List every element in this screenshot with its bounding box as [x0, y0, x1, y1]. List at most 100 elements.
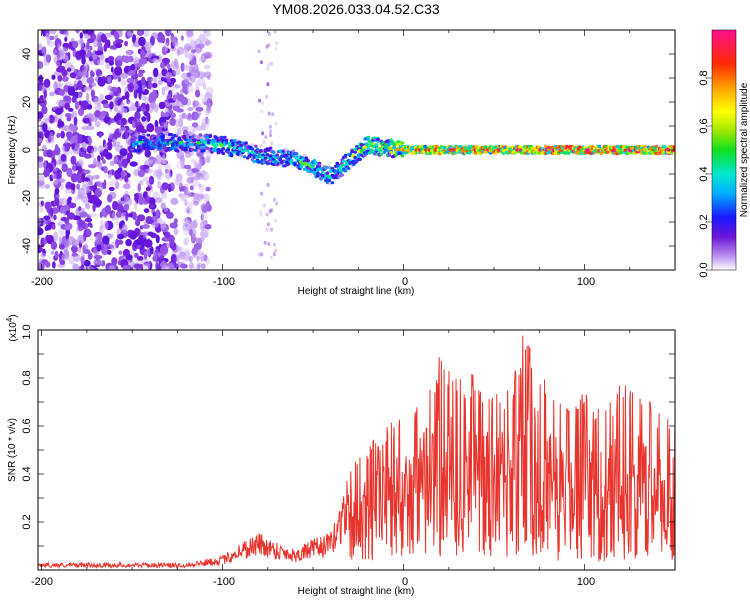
heatmap-cell-442	[176, 245, 184, 252]
heatmap-cell-1092	[120, 106, 125, 114]
heatmap-cell-914	[81, 125, 89, 131]
heatmap-cell-1001	[110, 241, 117, 251]
heatmap-cell-324	[120, 124, 125, 131]
heatmap-cell-1321	[97, 145, 105, 153]
heatmap-cell-1344	[78, 219, 84, 228]
heatmap-cell-1450	[60, 154, 67, 162]
heatmap-cell-1397	[129, 230, 138, 240]
heatmap-cell-1439	[186, 85, 194, 93]
heatmap-cell-1206	[41, 46, 47, 56]
heatmap-cell-1431	[192, 219, 198, 229]
heatmap-cell-1265	[54, 197, 60, 206]
heatmap-cell-876	[61, 58, 68, 64]
heatmap-cell-1556	[265, 212, 269, 217]
heatmap-cell-929	[46, 36, 51, 45]
heatmap-cell-1075	[160, 61, 165, 69]
heatmap-cell-305	[146, 180, 150, 186]
heatmap-cell-1318	[82, 245, 86, 254]
heatmap-cell-1549	[268, 208, 272, 213]
heatmap-cell-1359	[64, 30, 69, 38]
heatmap-cell-1310	[189, 185, 194, 191]
heatmap-cell-1376	[81, 55, 86, 65]
heatmap-cell-1390	[137, 196, 145, 205]
heatmap-cell-679	[173, 228, 179, 236]
bottom-y-tick-1.0: 1.0	[21, 324, 33, 339]
heatmap-cell-1196	[180, 263, 188, 269]
heatmap-cell-1177	[202, 83, 207, 90]
heatmap-cell-1135	[62, 54, 69, 63]
heatmap-cell-815	[192, 100, 200, 107]
heatmap-cell-1445	[170, 238, 175, 247]
heatmap-cell-889	[98, 132, 102, 138]
heatmap-cell-1284	[140, 95, 147, 101]
top-x-tick-0: 0	[402, 276, 408, 288]
heatmap-cell-2384	[394, 153, 398, 157]
heatmap-cell-1392	[71, 262, 77, 270]
heatmap-cell-1226	[61, 235, 67, 245]
heatmap-cell-1457	[205, 40, 212, 46]
heatmap-cell-1273	[100, 260, 106, 267]
heatmap-cell-1010	[46, 149, 53, 158]
heatmap-cell-2148	[317, 163, 322, 167]
top-y-tick--20: -20	[21, 190, 33, 206]
heatmap-cell-1352	[101, 110, 107, 116]
bottom-y-tick-0.8: 0.8	[21, 370, 33, 385]
heatmap-cell-239	[171, 84, 175, 93]
heatmap-cell-1244	[142, 263, 151, 270]
heatmap-cell-764	[198, 183, 202, 189]
heatmap-cell-273	[154, 119, 159, 129]
heatmap-cell-1311	[78, 49, 87, 57]
heatmap-cell-1502	[270, 61, 274, 66]
heatmap-cell-1399	[136, 214, 146, 222]
heatmap-cell-1400	[104, 204, 112, 215]
heatmap-cell-43	[200, 230, 209, 239]
heatmap-cell-1351	[149, 246, 154, 255]
heatmap-cell-664	[86, 228, 91, 237]
heatmap-cell-2260	[355, 145, 359, 149]
heatmap-cell-1261	[83, 61, 89, 71]
heatmap-cell-331	[143, 208, 150, 214]
top-y-tick-0: 0	[21, 147, 33, 153]
heatmap-cell-1749	[190, 148, 195, 152]
heatmap-cell-632	[54, 250, 59, 259]
colorbar-tick-0.8: 0.8	[698, 70, 710, 85]
heatmap-cell-1292	[144, 41, 153, 50]
heatmap-cell-1522	[269, 255, 273, 260]
heatmap-cell-1349	[116, 211, 122, 218]
heatmap-cell-1268	[87, 135, 92, 142]
heatmap-cell-1095	[108, 60, 115, 66]
heatmap-cell-2842	[537, 151, 542, 155]
heatmap-cell-1368	[104, 94, 113, 100]
heatmap-cell-1097	[43, 215, 51, 221]
heatmap-cell-2187	[330, 173, 335, 177]
heatmap-cell-735	[170, 253, 177, 264]
heatmap-cell-1487	[196, 162, 202, 171]
heatmap-cell-998	[120, 117, 127, 126]
heatmap-cell-1959	[257, 160, 261, 164]
heatmap-cell-1326	[83, 188, 91, 193]
heatmap-cell-1557	[259, 210, 263, 214]
heatmap-cell-1652	[159, 145, 164, 150]
heatmap-cell-316	[57, 74, 63, 82]
heatmap-cell-1406	[194, 160, 198, 170]
heatmap-cell-1119	[128, 106, 133, 112]
heatmap-cell-252	[134, 111, 141, 121]
heatmap-cell-1490	[117, 76, 122, 82]
heatmap-cell-1488	[108, 132, 113, 140]
bottom-y-tick-0.2: 0.2	[21, 514, 33, 529]
heatmap-cell-1251	[66, 167, 73, 178]
heatmap-cell-1005	[90, 89, 95, 98]
heatmap-cell-1286	[109, 160, 115, 166]
heatmap-cell-2095	[301, 157, 305, 161]
heatmap-cell-707	[71, 96, 77, 103]
heatmap-cell-740	[166, 211, 174, 219]
heatmap-cell-2960	[574, 151, 579, 155]
heatmap-cell-1232	[58, 48, 62, 55]
heatmap-cell-1728	[184, 138, 188, 142]
heatmap-cell-1484	[60, 216, 69, 222]
heatmap-cell-2301	[366, 146, 371, 150]
heatmap-cell-708	[62, 42, 70, 49]
heatmap-cell-1665	[162, 146, 167, 150]
heatmap-cell-1270	[73, 134, 79, 143]
heatmap-cell-1492	[114, 42, 123, 49]
